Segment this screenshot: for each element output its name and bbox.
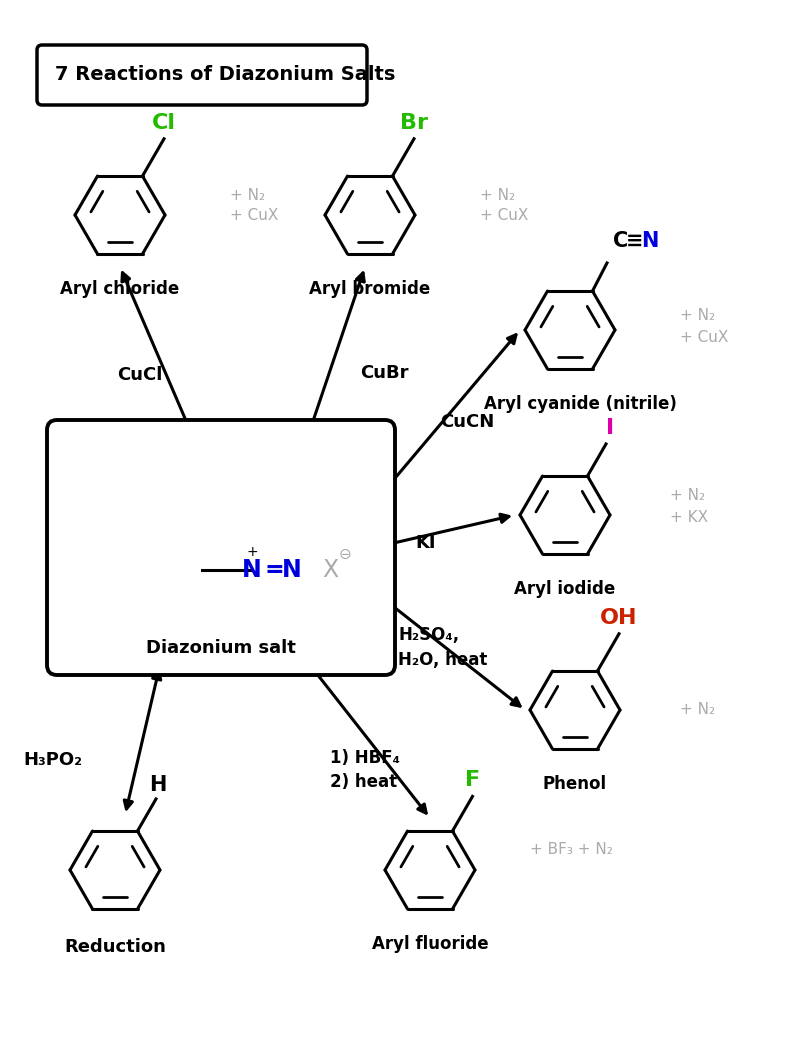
Text: H₃PO₂: H₃PO₂ bbox=[23, 751, 82, 769]
Text: H₂O, heat: H₂O, heat bbox=[398, 651, 487, 669]
Text: Aryl fluoride: Aryl fluoride bbox=[372, 935, 488, 953]
Text: 1) HBF₄: 1) HBF₄ bbox=[330, 749, 400, 767]
Text: + N₂: + N₂ bbox=[480, 187, 515, 202]
Text: Br: Br bbox=[400, 113, 428, 133]
Text: Reduction: Reduction bbox=[64, 938, 166, 956]
Text: Phenol: Phenol bbox=[543, 775, 607, 793]
Text: + N₂: + N₂ bbox=[230, 187, 265, 202]
Text: CuBr: CuBr bbox=[360, 364, 409, 382]
Text: + N₂: + N₂ bbox=[670, 487, 705, 503]
Text: + CuX: + CuX bbox=[230, 207, 278, 223]
Text: 7 Reactions of Diazonium Salts: 7 Reactions of Diazonium Salts bbox=[55, 65, 395, 84]
Text: H₂SO₄,: H₂SO₄, bbox=[398, 626, 459, 644]
Text: Aryl bromide: Aryl bromide bbox=[310, 280, 430, 298]
Text: ≡: ≡ bbox=[626, 231, 643, 251]
Text: X: X bbox=[322, 558, 338, 582]
Text: F: F bbox=[465, 770, 480, 790]
Text: + N₂: + N₂ bbox=[680, 703, 715, 717]
Text: +: + bbox=[246, 545, 258, 559]
Text: OH: OH bbox=[600, 608, 638, 628]
FancyBboxPatch shape bbox=[47, 420, 395, 675]
Text: Aryl chloride: Aryl chloride bbox=[60, 280, 180, 298]
Text: N: N bbox=[282, 558, 302, 582]
Text: + N₂: + N₂ bbox=[680, 307, 715, 323]
Text: CuCl: CuCl bbox=[118, 366, 162, 384]
Text: + BF₃ + N₂: + BF₃ + N₂ bbox=[530, 843, 613, 857]
Text: Aryl iodide: Aryl iodide bbox=[514, 580, 616, 598]
Text: ⊖: ⊖ bbox=[338, 546, 351, 562]
Text: KI: KI bbox=[415, 534, 435, 552]
Text: N: N bbox=[641, 231, 658, 251]
Text: + CuX: + CuX bbox=[480, 207, 528, 223]
Text: 2) heat: 2) heat bbox=[330, 773, 397, 791]
Text: + KX: + KX bbox=[670, 510, 708, 526]
Text: H: H bbox=[150, 775, 166, 795]
Text: Aryl cyanide (nitrile): Aryl cyanide (nitrile) bbox=[483, 394, 677, 413]
Text: I: I bbox=[606, 418, 614, 438]
Text: =: = bbox=[264, 558, 284, 582]
Text: + CuX: + CuX bbox=[680, 330, 728, 345]
Text: C: C bbox=[613, 231, 628, 251]
FancyBboxPatch shape bbox=[37, 45, 367, 105]
Text: Cl: Cl bbox=[152, 113, 176, 133]
Text: Diazonium salt: Diazonium salt bbox=[146, 639, 296, 658]
Text: CuCN: CuCN bbox=[440, 413, 494, 431]
Text: N: N bbox=[242, 558, 262, 582]
